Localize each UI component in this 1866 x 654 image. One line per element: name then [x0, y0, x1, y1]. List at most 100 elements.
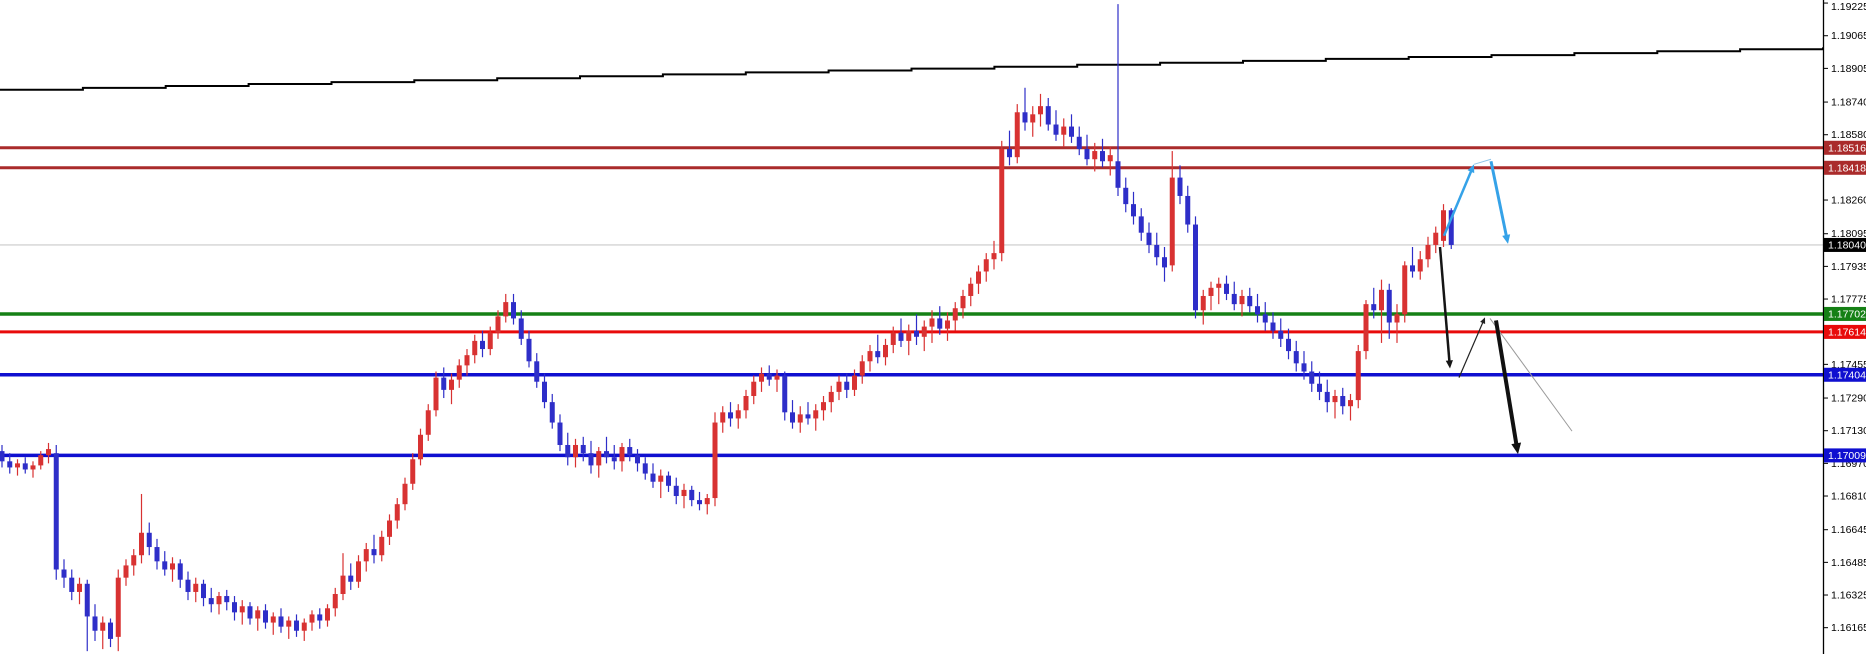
black-down-arrow[interactable]	[1438, 246, 1451, 363]
ma-trendline[interactable]	[0, 47, 1824, 91]
candles	[0, 4, 1454, 652]
price-label-text: 1.18040	[1828, 240, 1866, 252]
candle-body	[1224, 283, 1229, 294]
candle-body	[1247, 295, 1253, 307]
grey-ray-line[interactable]	[1489, 318, 1573, 432]
candle-body	[1433, 232, 1439, 245]
candle-body	[294, 620, 299, 631]
candle-body	[1332, 395, 1338, 403]
candle-body	[681, 489, 687, 497]
cyan-up-arrow[interactable]	[1442, 168, 1473, 237]
price-label-box	[1824, 448, 1866, 463]
candle-body	[627, 447, 633, 456]
candle-body	[666, 475, 671, 486]
candle-body	[642, 463, 648, 474]
candle-body	[1293, 351, 1299, 364]
candle-body	[898, 332, 904, 341]
candle-body	[1363, 304, 1369, 352]
candle-body	[735, 410, 741, 419]
candle-body	[208, 598, 214, 605]
candle-body	[1286, 338, 1291, 352]
candle-body	[131, 555, 137, 566]
candle-body	[836, 381, 842, 392]
axis-tick-label: 1.18580	[1831, 129, 1866, 141]
candle-body	[15, 463, 20, 468]
price-label-box	[1824, 140, 1866, 155]
cyan-down-arrow[interactable]	[1489, 160, 1509, 239]
candle-body	[588, 453, 594, 466]
candle-body	[270, 616, 276, 623]
cyan-connector-line[interactable]	[1473, 158, 1492, 165]
axis-tick-label: 1.17935	[1831, 261, 1866, 273]
candle-body	[247, 606, 253, 619]
candle-body	[914, 330, 919, 337]
candle-body	[1007, 149, 1012, 158]
candle-body	[332, 593, 338, 609]
candle-body	[193, 583, 199, 592]
candle-body	[580, 444, 586, 454]
candle-body	[1045, 106, 1051, 125]
candle-body	[906, 330, 912, 341]
candle-body	[960, 295, 966, 309]
candle-body	[139, 532, 144, 556]
candle-body	[92, 616, 98, 631]
candle-body	[503, 302, 509, 317]
candle-body	[728, 412, 733, 419]
candle-body	[30, 465, 36, 470]
candle-body	[371, 549, 377, 556]
candle-body	[1169, 177, 1175, 266]
candle-body	[1348, 400, 1353, 407]
cyan-up-arrow-head	[1467, 164, 1475, 174]
candle-body	[999, 149, 1005, 254]
candle-body	[1014, 112, 1020, 158]
candle-body	[976, 271, 981, 284]
candle-body	[658, 475, 664, 482]
candle-body	[340, 575, 346, 594]
candle-body	[154, 547, 160, 562]
candle-body	[425, 410, 431, 435]
candle-body	[1231, 293, 1237, 305]
black-up-thin-arrow[interactable]	[1458, 321, 1484, 378]
candle-body	[534, 361, 540, 382]
candle-body	[1092, 151, 1098, 160]
price-label-text: 1.17614	[1828, 327, 1866, 339]
price-label-box	[1824, 324, 1866, 339]
candle-body	[557, 422, 563, 445]
candle-body	[1239, 295, 1245, 305]
candle-body	[991, 253, 997, 260]
candle-body	[286, 620, 292, 627]
candle-body	[1162, 257, 1167, 268]
candle-body	[650, 473, 656, 482]
candle-body	[84, 583, 90, 617]
candle-body	[635, 455, 640, 464]
candle-body	[1402, 265, 1408, 315]
candle-body	[22, 463, 28, 470]
candle-body	[751, 381, 757, 396]
candle-body	[1255, 306, 1260, 315]
candle-body	[115, 577, 121, 637]
candle-body	[697, 500, 702, 505]
candle-body	[433, 377, 439, 411]
candle-body	[1107, 155, 1113, 162]
candle-body	[410, 459, 416, 484]
candle-body	[1069, 126, 1074, 137]
candle-body	[402, 483, 408, 505]
candle-body	[1371, 304, 1377, 311]
axis-tick-label: 1.16165	[1831, 622, 1866, 634]
candle-body	[201, 583, 206, 599]
candle-body	[108, 622, 113, 639]
cyan-down-arrow-head	[1502, 234, 1511, 244]
axis-tick-label: 1.17290	[1831, 393, 1866, 405]
candle-body	[1417, 259, 1423, 272]
candle-body	[1084, 149, 1090, 160]
price-axis[interactable]: 1.19225 1.19065 1.18905 1.18740 1.18580 1.182…	[1822, 0, 1866, 654]
candle-body	[526, 338, 532, 362]
candle-body	[1425, 244, 1431, 260]
candle-body	[46, 449, 51, 456]
candle-body	[518, 318, 524, 339]
axis-tick-label: 1.19225	[1831, 1, 1866, 13]
candle-body	[1340, 395, 1346, 407]
black-down-thick-arrow[interactable]	[1494, 320, 1519, 447]
